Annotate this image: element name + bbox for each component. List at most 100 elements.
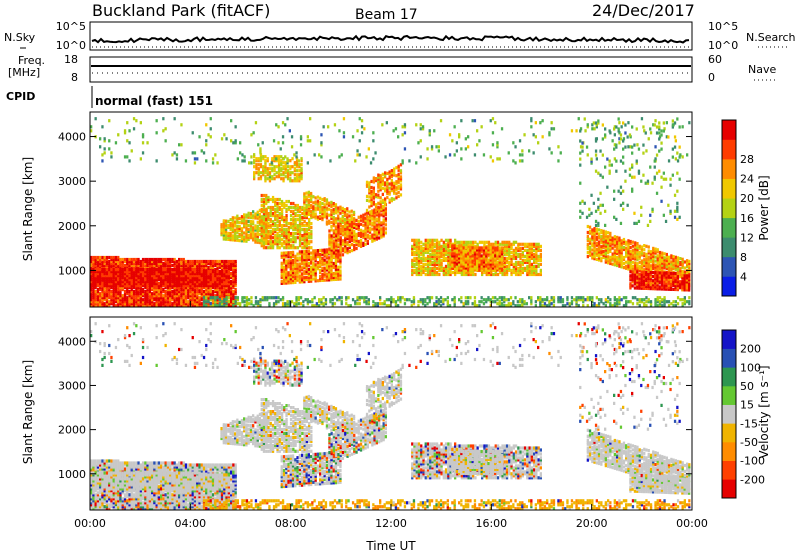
power-cell bbox=[337, 265, 340, 269]
power-cell bbox=[298, 274, 301, 278]
power-cell bbox=[117, 268, 120, 272]
power-cell bbox=[337, 214, 340, 218]
power-cell bbox=[289, 244, 293, 248]
power-cell bbox=[455, 262, 458, 266]
power-cell bbox=[238, 224, 241, 229]
power-cell bbox=[362, 241, 365, 245]
power-cell bbox=[96, 268, 100, 272]
power-cell bbox=[316, 279, 320, 283]
power-cell bbox=[431, 260, 434, 264]
power-cell bbox=[314, 249, 317, 253]
power-cell bbox=[123, 263, 127, 268]
power-cell bbox=[393, 167, 396, 171]
power-cell bbox=[433, 242, 436, 246]
power-cell bbox=[240, 215, 244, 219]
power-cell bbox=[413, 262, 416, 266]
power-cell bbox=[293, 161, 296, 165]
power-cell bbox=[280, 173, 283, 177]
power-cell bbox=[291, 171, 294, 175]
power-cell bbox=[209, 270, 212, 274]
power-cell bbox=[227, 219, 230, 223]
power-cell bbox=[271, 220, 275, 224]
power-cell bbox=[365, 208, 369, 212]
power-cell bbox=[307, 208, 310, 212]
power-cell bbox=[296, 214, 299, 218]
power-cell bbox=[301, 212, 304, 216]
power-cell bbox=[348, 210, 351, 214]
power-cell bbox=[305, 195, 308, 199]
power-cell bbox=[198, 268, 201, 272]
power-cell bbox=[335, 230, 338, 234]
power-cell bbox=[130, 268, 133, 272]
power-cell bbox=[205, 259, 208, 264]
power-cell bbox=[289, 201, 293, 206]
power-cell bbox=[523, 242, 527, 246]
power-cell bbox=[332, 271, 335, 276]
power-cell bbox=[310, 251, 313, 255]
power-cell bbox=[268, 167, 272, 171]
power-cell bbox=[287, 251, 290, 255]
power-cell bbox=[295, 169, 299, 173]
power-cell bbox=[390, 197, 393, 201]
power-cell bbox=[273, 173, 276, 177]
power-cell bbox=[348, 232, 351, 236]
power-cell bbox=[586, 224, 589, 229]
power-cell bbox=[588, 225, 592, 229]
power-cell bbox=[230, 259, 233, 264]
power-cell bbox=[510, 268, 513, 272]
power-cell bbox=[110, 255, 113, 260]
power-cell bbox=[249, 212, 253, 216]
power-cell bbox=[303, 206, 306, 210]
power-cell bbox=[312, 201, 315, 205]
power-cell bbox=[393, 181, 396, 185]
freq-left-tick-bottom: 8 bbox=[71, 71, 78, 84]
power-cell bbox=[384, 217, 387, 221]
power-cell bbox=[496, 246, 499, 250]
power-cell bbox=[337, 225, 340, 229]
power-cell bbox=[283, 240, 286, 244]
power-cell bbox=[476, 268, 479, 272]
power-cell bbox=[130, 257, 133, 262]
power-cell bbox=[330, 228, 333, 232]
power-cell bbox=[267, 205, 270, 210]
power-cell bbox=[341, 206, 344, 210]
power-cell bbox=[510, 242, 513, 246]
power-cell bbox=[485, 246, 488, 250]
power-cell bbox=[211, 290, 215, 294]
power-cell bbox=[103, 268, 106, 272]
power-cell bbox=[269, 224, 272, 228]
power-cell bbox=[346, 247, 349, 251]
power-cell bbox=[384, 227, 387, 231]
power-cell bbox=[438, 272, 441, 277]
power-cell bbox=[294, 254, 297, 258]
power-cell bbox=[370, 185, 373, 190]
power-cell bbox=[262, 216, 266, 220]
power-cell bbox=[126, 296, 129, 300]
power-cell bbox=[265, 234, 268, 238]
power-cell bbox=[282, 177, 285, 181]
power-cell bbox=[271, 157, 274, 161]
power-cell bbox=[298, 262, 301, 266]
power-cell bbox=[282, 251, 286, 255]
power-cell bbox=[442, 240, 445, 244]
power-cell bbox=[526, 264, 529, 268]
power-cell bbox=[377, 201, 380, 205]
power-cell bbox=[372, 176, 375, 180]
beam-title: Beam 17 bbox=[355, 7, 418, 23]
power-cell bbox=[533, 264, 536, 268]
power-cell bbox=[126, 257, 129, 262]
power-cell bbox=[153, 257, 156, 262]
power-cell bbox=[442, 266, 445, 270]
power-cell bbox=[586, 243, 589, 247]
power-cell bbox=[144, 257, 147, 262]
power-cell bbox=[355, 232, 358, 236]
power-cell bbox=[305, 228, 308, 232]
power-cell bbox=[162, 268, 165, 272]
power-cell bbox=[339, 236, 342, 240]
power-cell bbox=[112, 268, 115, 272]
power-cell bbox=[275, 175, 278, 179]
power-cell bbox=[276, 197, 279, 202]
power-cell bbox=[209, 259, 212, 264]
power-cell bbox=[257, 157, 260, 161]
power-cell bbox=[112, 280, 115, 284]
